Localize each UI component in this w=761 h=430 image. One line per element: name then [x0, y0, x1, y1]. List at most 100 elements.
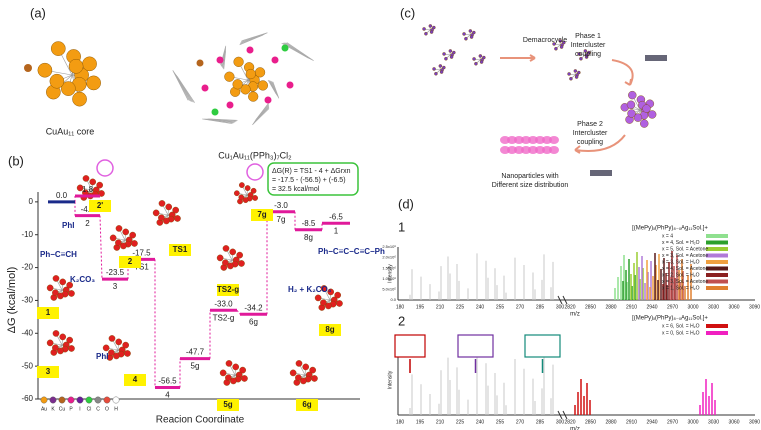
atom	[439, 70, 444, 74]
atom	[462, 32, 466, 36]
atom	[201, 84, 209, 92]
atom	[131, 240, 138, 247]
atom	[68, 345, 75, 352]
atom	[281, 44, 289, 52]
compound-label: 2'	[97, 201, 103, 210]
level-name: 7g	[277, 215, 286, 224]
x-tick-label: 3060	[728, 419, 739, 425]
level-name: 2	[85, 219, 90, 228]
x-tick-label: 2970	[667, 304, 678, 310]
atom	[552, 42, 556, 46]
value-label: 0.0	[56, 191, 68, 200]
legend-swatch	[706, 324, 728, 328]
level-name: 3	[113, 282, 118, 291]
compound-box	[217, 399, 239, 411]
atom	[230, 377, 237, 385]
atom	[584, 55, 589, 59]
value-label: 1.8	[82, 185, 94, 194]
atom	[109, 234, 117, 242]
formula: [(MePy)ₓ(PhPy)₈₋ₓAg₁₁Sol.]+	[632, 316, 708, 322]
atom	[424, 31, 428, 36]
legend-swatch	[706, 240, 728, 245]
atom	[241, 375, 248, 382]
value-label: -6.5	[329, 212, 343, 221]
x-tick-label: 210	[436, 304, 445, 310]
compound-box	[217, 284, 239, 296]
atom	[174, 215, 181, 222]
legend-swatch	[706, 247, 728, 251]
annotation: Ph−C≡CH	[40, 250, 77, 259]
x-tick-label: 2940	[646, 304, 657, 310]
y-tick-label: 0.0	[390, 297, 396, 302]
atom	[158, 200, 166, 207]
atom	[82, 175, 90, 182]
value-label: -23.5	[106, 268, 125, 277]
y-tick-label: -20	[21, 263, 33, 272]
x-tick-label: 285	[536, 304, 545, 310]
legend-swatch	[706, 279, 728, 284]
y-tick-label: 2.5x10⁶	[382, 244, 396, 249]
atom	[336, 300, 343, 307]
legend-label: x = 5, Sol. = Acetone	[662, 246, 708, 252]
x-tick-label: 225	[456, 419, 465, 425]
atom	[452, 50, 456, 55]
y-tick-label: 1.5x10⁶	[382, 265, 396, 270]
atom	[264, 96, 272, 104]
y-tick-label: 2.0x10⁶	[382, 255, 396, 260]
atom	[574, 75, 579, 79]
atom	[327, 288, 335, 296]
atom	[325, 302, 332, 310]
atom	[59, 278, 67, 286]
value-label: -3.0	[274, 201, 288, 210]
atom	[577, 70, 581, 75]
x-tick-label: 300	[556, 419, 565, 425]
level-name: 6g	[249, 317, 258, 326]
legend-label: x = 4	[662, 233, 673, 239]
atom	[108, 349, 115, 357]
atom	[438, 64, 443, 68]
y-tick-label: -50	[21, 361, 33, 370]
panel-label: (c)	[400, 5, 415, 20]
atom	[562, 40, 566, 45]
atom	[37, 62, 53, 78]
atom	[238, 260, 245, 267]
value-label: -56.5	[158, 377, 177, 386]
panel-label: (b)	[8, 153, 24, 168]
atom	[449, 55, 454, 59]
annotation: Ph−C≡C−C≡C−Ph	[318, 247, 385, 256]
atom	[86, 75, 101, 91]
x-tick-label: 2850	[585, 419, 596, 425]
x-tick-label: 225	[456, 304, 465, 310]
atom	[152, 209, 160, 217]
nanoparticle	[542, 136, 552, 144]
equation-line: = 32.5 kcal/mol	[272, 186, 320, 193]
atom	[442, 52, 446, 56]
atom	[311, 375, 318, 382]
step-label: Intercluster	[571, 42, 606, 49]
axis-title: Intensity	[387, 264, 393, 283]
compound-box	[169, 244, 191, 256]
nanoparticle	[528, 146, 538, 154]
value-label: -17.5	[132, 248, 151, 257]
value-label: -4.2	[81, 205, 95, 214]
atom	[309, 366, 316, 374]
atom	[219, 369, 227, 377]
legend-swatch	[706, 273, 728, 277]
atom	[289, 369, 297, 377]
y-tick-label: -40	[21, 328, 33, 337]
atom	[233, 190, 240, 197]
atom	[558, 39, 563, 43]
atom	[225, 374, 232, 382]
value-label: -33.0	[214, 299, 233, 308]
structure-box	[394, 334, 426, 358]
equation-line: ΔG(R) = TS1 - 4 + ΔGrxn	[272, 168, 351, 175]
annotation: K₂CO₃	[70, 275, 95, 284]
atom	[432, 25, 436, 30]
x-tick-label: 210	[436, 419, 445, 425]
nanoparticle	[528, 136, 538, 144]
atom	[196, 59, 204, 67]
atom	[76, 184, 84, 192]
axis-title: m/z	[570, 427, 580, 430]
step-label: coupling	[577, 139, 603, 146]
